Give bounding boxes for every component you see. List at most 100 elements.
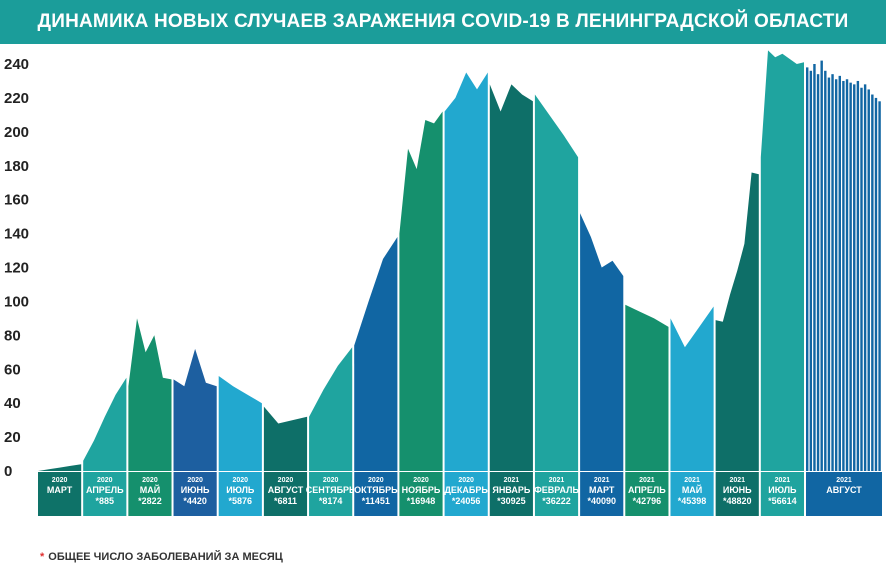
footnote-text: ОБЩЕЕ ЧИСЛО ЗАБОЛЕВАНИЙ ЗА МЕСЯЦ xyxy=(48,551,283,563)
month-13-label-box xyxy=(625,472,669,516)
month-9-name-label: ДЕКАБРЬ xyxy=(444,485,488,495)
month-10-total-label: *30925 xyxy=(497,496,526,506)
month-8-label-box xyxy=(399,472,443,516)
month-5-name-label: АВГУСТ xyxy=(268,485,304,495)
month-6-total-label: *8174 xyxy=(319,496,343,506)
y-tick-label-200: 200 xyxy=(4,124,29,141)
month-2-label-box xyxy=(128,472,172,516)
footnote-star: * xyxy=(40,551,45,563)
month-17-year-label: 2021 xyxy=(836,477,852,484)
month-14-year-label: 2021 xyxy=(684,477,700,484)
y-tick-label-160: 160 xyxy=(4,192,29,209)
month-4-area xyxy=(218,376,262,471)
month-12-area xyxy=(580,213,624,471)
month-8-total-label: *16948 xyxy=(407,496,436,506)
month-5-label-box xyxy=(263,472,308,516)
month-13-year-label: 2021 xyxy=(639,477,655,484)
month-15-label-box xyxy=(715,472,759,516)
y-tick-label-240: 240 xyxy=(4,56,29,73)
month-17-bar-15 xyxy=(860,87,863,471)
month-7-area xyxy=(354,237,398,471)
month-5-year-label: 2020 xyxy=(278,477,294,484)
month-6-year-label: 2020 xyxy=(323,477,339,484)
month-10-label-box xyxy=(489,472,533,516)
month-13-name-label: АПРЕЛЬ xyxy=(628,485,666,495)
month-15-area xyxy=(715,172,759,471)
month-17-bar-3 xyxy=(816,74,820,472)
month-14-name-label: МАЙ xyxy=(682,484,702,495)
month-17-bar-19 xyxy=(874,97,878,471)
month-17-bar-20 xyxy=(878,101,881,471)
y-tick-label-120: 120 xyxy=(4,260,29,277)
month-13-area xyxy=(625,304,669,471)
month-16-year-label: 2021 xyxy=(775,477,791,484)
month-2-name-label: МАЙ xyxy=(140,484,160,495)
month-7-total-label: *11451 xyxy=(362,496,390,506)
y-tick-label-140: 140 xyxy=(4,226,29,243)
month-17-bar-14 xyxy=(856,80,860,472)
month-12-label-box xyxy=(580,472,624,516)
month-17-bar-8 xyxy=(834,79,838,471)
y-tick-label-100: 100 xyxy=(4,293,29,310)
month-12-total-label: *40090 xyxy=(587,496,616,506)
month-13-total-label: *42796 xyxy=(633,496,662,506)
month-17-bar-2 xyxy=(813,64,816,471)
month-12-year-label: 2021 xyxy=(594,477,610,484)
month-6-name-label: СЕНТЯБРЬ xyxy=(306,485,356,495)
month-9-year-label: 2020 xyxy=(458,477,474,484)
month-2-area xyxy=(128,318,172,471)
month-11-name-label: ФЕВРАЛЬ xyxy=(534,485,579,495)
y-tick-label-20: 20 xyxy=(4,429,21,446)
month-15-total-label: *48820 xyxy=(723,496,752,506)
month-15-name-label: ИЮНЬ xyxy=(723,485,752,495)
month-5-area xyxy=(263,406,308,471)
month-2-total-label: *2822 xyxy=(138,496,162,506)
month-8-year-label: 2020 xyxy=(413,477,429,484)
month-9-area xyxy=(444,72,488,471)
month-7-name-label: ОКТЯБРЬ xyxy=(354,485,398,495)
month-7-label-box xyxy=(354,472,398,516)
footnote: * ОБЩЕЕ ЧИСЛО ЗАБОЛЕВАНИЙ ЗА МЕСЯЦ xyxy=(40,551,283,563)
month-3-area xyxy=(173,348,217,471)
y-tick-label-180: 180 xyxy=(4,158,29,175)
month-11-label-box xyxy=(534,472,579,516)
month-4-name-label: ИЮЛЬ xyxy=(226,485,255,495)
month-5-total-label: *6811 xyxy=(274,496,297,506)
month-12-name-label: МАРТ xyxy=(589,485,615,495)
month-3-label-box xyxy=(173,472,217,516)
month-16-area xyxy=(760,50,804,472)
month-1-year-label: 2020 xyxy=(97,477,113,484)
month-17-bar-0 xyxy=(806,67,809,471)
month-4-year-label: 2020 xyxy=(233,477,249,484)
month-8-area xyxy=(399,111,443,471)
month-0-label-box xyxy=(38,472,82,516)
y-tick-label-60: 60 xyxy=(4,361,21,378)
month-17-label-box xyxy=(806,472,882,516)
month-17-bar-5 xyxy=(824,70,827,472)
month-17-bar-1 xyxy=(809,70,813,472)
month-17-bar-11 xyxy=(845,79,849,471)
month-1-area xyxy=(83,377,127,471)
month-17-bar-13 xyxy=(853,84,856,471)
month-11-area xyxy=(534,94,579,471)
month-0-year-label: 2020 xyxy=(52,477,68,484)
month-14-label-box xyxy=(670,472,714,516)
month-10-name-label: ЯНВАРЬ xyxy=(492,485,531,495)
month-17-bar-10 xyxy=(842,80,845,472)
month-0-name-label: МАРТ xyxy=(47,485,73,495)
month-14-area xyxy=(670,306,714,471)
month-11-year-label: 2021 xyxy=(549,477,565,484)
month-3-year-label: 2020 xyxy=(187,477,203,484)
month-8-name-label: НОЯБРЬ xyxy=(402,485,441,495)
month-6-label-box xyxy=(309,472,353,516)
month-11-total-label: *36222 xyxy=(542,496,571,506)
month-9-label-box xyxy=(444,472,488,516)
month-4-label-box xyxy=(218,472,262,516)
month-17-bar-9 xyxy=(838,75,841,471)
month-9-total-label: *24056 xyxy=(452,496,481,506)
month-17-bar-7 xyxy=(831,74,834,472)
month-17-bar-4 xyxy=(820,60,823,471)
month-10-year-label: 2021 xyxy=(504,477,520,484)
y-tick-label-40: 40 xyxy=(4,395,21,412)
month-6-area xyxy=(309,347,353,471)
